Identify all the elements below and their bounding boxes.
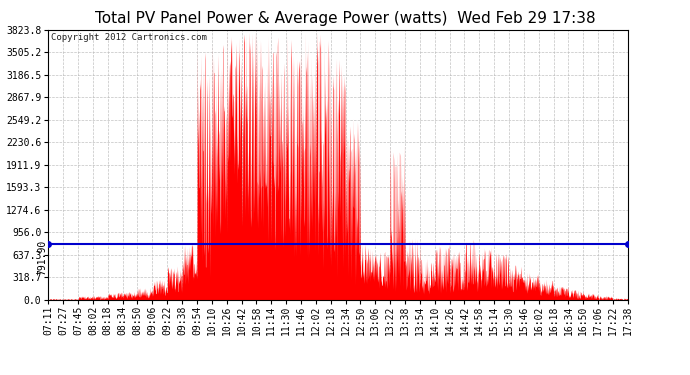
Text: Total PV Panel Power & Average Power (watts)  Wed Feb 29 17:38: Total PV Panel Power & Average Power (wa… [95,11,595,26]
Text: Copyright 2012 Cartronics.com: Copyright 2012 Cartronics.com [51,33,207,42]
